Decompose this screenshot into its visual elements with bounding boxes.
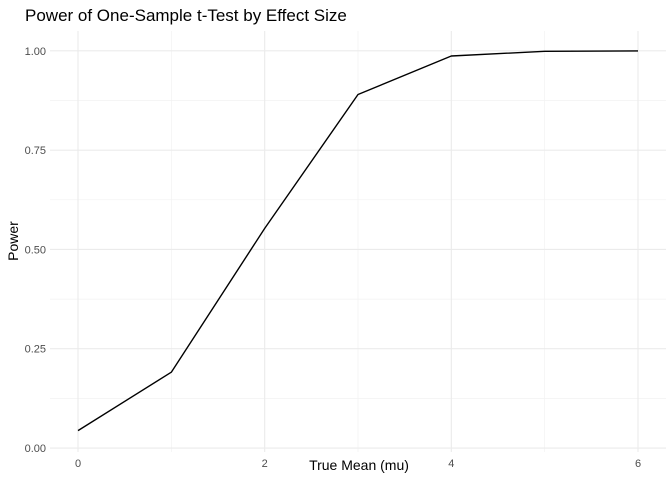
- chart-title: Power of One-Sample t-Test by Effect Siz…: [25, 6, 347, 25]
- series-line: [77, 50, 639, 432]
- y-tick-label: 0.75: [25, 145, 46, 157]
- x-tick-label: 4: [448, 458, 454, 470]
- y-axis-title: Power: [5, 221, 21, 261]
- x-tick-labels: 0 2 4 6: [75, 458, 641, 470]
- y-tick-label: 0.25: [25, 344, 46, 356]
- series-group: [77, 50, 639, 432]
- y-tick-label: 0.00: [25, 443, 46, 455]
- grid: [50, 31, 666, 452]
- y-tick-labels: 0.00 0.25 0.50 0.75 1.00: [25, 46, 46, 455]
- x-tick-label: 2: [262, 458, 268, 470]
- x-axis-title: True Mean (mu): [309, 457, 409, 473]
- y-tick-label: 0.50: [25, 244, 46, 256]
- x-tick-label: 0: [75, 458, 81, 470]
- y-tick-label: 1.00: [25, 46, 46, 58]
- x-tick-label: 6: [635, 458, 641, 470]
